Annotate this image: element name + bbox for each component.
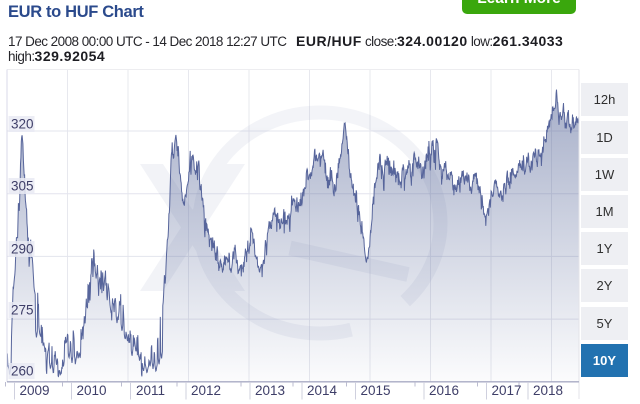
svg-text:2010: 2010 — [76, 383, 106, 398]
svg-text:290: 290 — [11, 242, 34, 257]
svg-text:2009: 2009 — [19, 383, 49, 398]
svg-text:2012: 2012 — [191, 383, 221, 398]
svg-text:2014: 2014 — [307, 383, 338, 398]
svg-text:320: 320 — [11, 117, 34, 132]
svg-text:2013: 2013 — [255, 383, 285, 398]
svg-text:2017: 2017 — [491, 383, 521, 398]
svg-text:275: 275 — [11, 303, 34, 318]
svg-text:260: 260 — [11, 364, 34, 379]
svg-text:2011: 2011 — [136, 383, 165, 398]
svg-text:2016: 2016 — [429, 383, 459, 398]
svg-text:2018: 2018 — [533, 383, 563, 398]
svg-text:305: 305 — [11, 179, 34, 194]
svg-text:2015: 2015 — [360, 383, 390, 398]
